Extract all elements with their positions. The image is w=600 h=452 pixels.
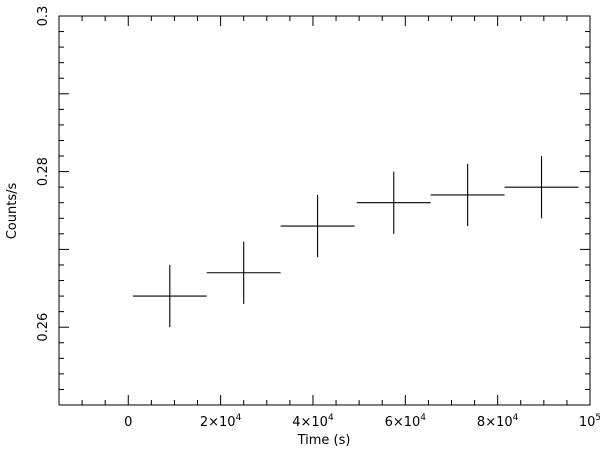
x-tick-label-3: 6×104 (385, 413, 427, 430)
x-tick-label-5: 105 (579, 413, 600, 430)
y-tick-label-2: 0.3 (36, 6, 51, 27)
data-points (132, 156, 579, 328)
data-point-4 (430, 163, 505, 227)
data-point-3 (356, 171, 431, 234)
data-point-2 (280, 194, 355, 258)
data-point-1 (206, 241, 281, 304)
y-tick-label-0: 0.26 (36, 313, 51, 342)
x-axis-title: Time (s) (297, 433, 351, 448)
tick-labels: 0 2×104 4×104 6×104 8×104 105 0.26 0.28 0.3 (36, 6, 600, 430)
y-axis-title: Counts/s (5, 183, 20, 240)
y-tick-label-1: 0.28 (36, 157, 51, 186)
x-tick-label-1: 2×104 (200, 413, 242, 430)
data-point-0 (132, 264, 207, 328)
axis-ticks (59, 15, 591, 406)
x-tick-label-2: 4×104 (292, 413, 334, 430)
x-tick-label-4: 8×104 (477, 413, 519, 430)
plot-frame (58, 15, 591, 406)
x-tick-label-0: 0 (124, 415, 132, 430)
data-point-5 (504, 156, 579, 219)
